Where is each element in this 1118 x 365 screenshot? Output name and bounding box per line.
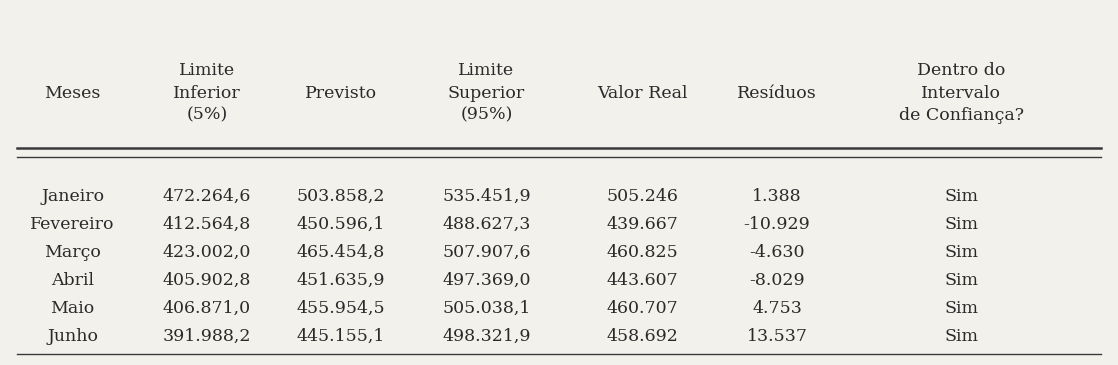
Text: 445.155,1: 445.155,1 bbox=[296, 328, 386, 345]
Text: Abril: Abril bbox=[51, 272, 94, 289]
Text: 472.264,6: 472.264,6 bbox=[162, 188, 252, 205]
Text: Sim: Sim bbox=[945, 328, 978, 345]
Text: 460.825: 460.825 bbox=[607, 244, 679, 261]
Text: Sim: Sim bbox=[945, 300, 978, 317]
Text: 507.907,6: 507.907,6 bbox=[442, 244, 531, 261]
Text: 458.692: 458.692 bbox=[607, 328, 679, 345]
Text: Previsto: Previsto bbox=[305, 85, 377, 101]
Text: 498.321,9: 498.321,9 bbox=[442, 328, 531, 345]
Text: 451.635,9: 451.635,9 bbox=[296, 272, 386, 289]
Text: Sim: Sim bbox=[945, 216, 978, 233]
Text: Limite
Superior
(95%): Limite Superior (95%) bbox=[447, 62, 525, 124]
Text: 497.369,0: 497.369,0 bbox=[442, 272, 531, 289]
Text: Março: Março bbox=[45, 244, 101, 261]
Text: Maio: Maio bbox=[50, 300, 95, 317]
Text: Fevereiro: Fevereiro bbox=[30, 216, 115, 233]
Text: 450.596,1: 450.596,1 bbox=[296, 216, 386, 233]
Text: Janeiro: Janeiro bbox=[41, 188, 104, 205]
Text: 535.451,9: 535.451,9 bbox=[442, 188, 531, 205]
Text: Sim: Sim bbox=[945, 188, 978, 205]
Text: 423.002,0: 423.002,0 bbox=[162, 244, 252, 261]
Text: 406.871,0: 406.871,0 bbox=[163, 300, 250, 317]
Text: 505.246: 505.246 bbox=[607, 188, 679, 205]
Text: 439.667: 439.667 bbox=[607, 216, 679, 233]
Text: 4.753: 4.753 bbox=[752, 300, 802, 317]
Text: 1.388: 1.388 bbox=[752, 188, 802, 205]
Text: Sim: Sim bbox=[945, 272, 978, 289]
Text: 405.902,8: 405.902,8 bbox=[162, 272, 252, 289]
Text: Resíduos: Resíduos bbox=[737, 85, 817, 101]
Text: 391.988,2: 391.988,2 bbox=[162, 328, 252, 345]
Text: 465.454,8: 465.454,8 bbox=[297, 244, 385, 261]
Text: 505.038,1: 505.038,1 bbox=[442, 300, 531, 317]
Text: 443.607: 443.607 bbox=[607, 272, 679, 289]
Text: Sim: Sim bbox=[945, 244, 978, 261]
Text: -8.029: -8.029 bbox=[749, 272, 805, 289]
Text: Limite
Inferior
(5%): Limite Inferior (5%) bbox=[173, 62, 240, 124]
Text: Dentro do
Intervalo
de Confiança?: Dentro do Intervalo de Confiança? bbox=[899, 62, 1024, 124]
Text: Valor Real: Valor Real bbox=[598, 85, 688, 101]
Text: 503.858,2: 503.858,2 bbox=[296, 188, 386, 205]
Text: -10.929: -10.929 bbox=[743, 216, 811, 233]
Text: 412.564,8: 412.564,8 bbox=[163, 216, 250, 233]
Text: Meses: Meses bbox=[45, 85, 101, 101]
Text: 13.537: 13.537 bbox=[747, 328, 807, 345]
Text: 488.627,3: 488.627,3 bbox=[442, 216, 531, 233]
Text: 455.954,5: 455.954,5 bbox=[296, 300, 386, 317]
Text: Junho: Junho bbox=[47, 328, 98, 345]
Text: -4.630: -4.630 bbox=[749, 244, 805, 261]
Text: 460.707: 460.707 bbox=[607, 300, 679, 317]
